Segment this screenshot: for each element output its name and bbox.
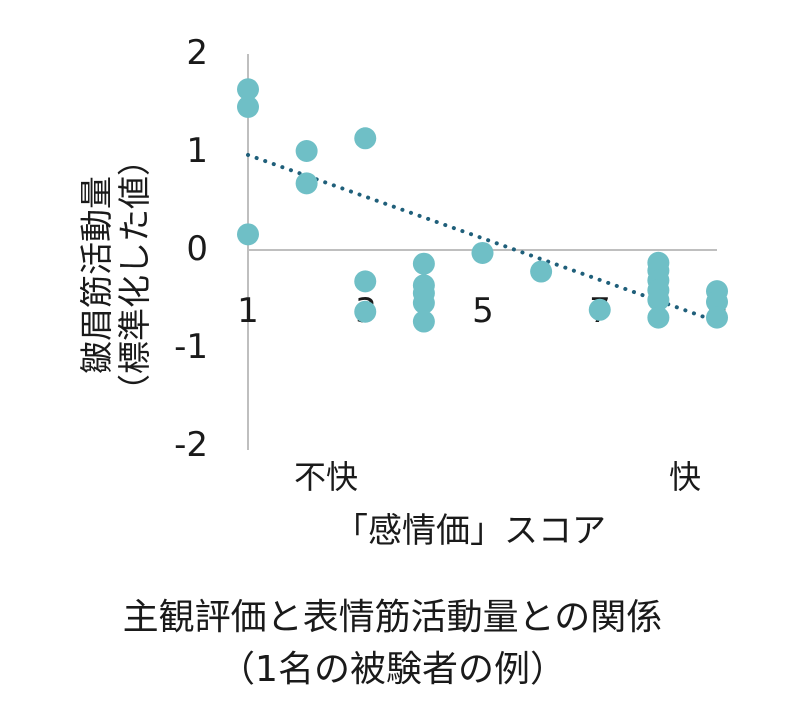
data-point (237, 95, 259, 118)
y-tick-labels: 2 1 0 -1 -2 (174, 33, 208, 465)
caption-title: 主観評価と表情筋活動量との関係 (122, 597, 663, 638)
data-point (354, 127, 377, 150)
data-point (237, 78, 259, 101)
data-point (647, 306, 670, 329)
data-point (295, 172, 318, 195)
data-point (354, 300, 377, 323)
data-point (588, 298, 611, 321)
x-end-label-right: 快 (669, 458, 701, 496)
data-point (706, 306, 728, 329)
y-tick-label: -2 (174, 425, 208, 465)
data-point (412, 291, 435, 314)
data-point (412, 252, 435, 275)
trendline (246, 152, 719, 324)
y-tick-label: 2 (186, 33, 208, 73)
data-point (471, 241, 494, 264)
data-point (530, 260, 553, 283)
y-tick-label: 1 (186, 131, 208, 171)
x-end-label-left: 不快 (294, 458, 358, 496)
y-tick-label: -1 (174, 327, 208, 367)
data-point (354, 270, 377, 293)
data-point (295, 140, 318, 163)
x-axis-label: 「感情価」スコア (334, 511, 606, 551)
caption-subtitle: （1名の被験者の例） (219, 649, 566, 690)
data-point (237, 223, 259, 246)
x-tick-label: 1 (237, 291, 259, 331)
y-axis-label: 皺眉筋活動量 （標準化した値） (77, 143, 154, 407)
data-points (237, 78, 728, 333)
scatter-chart: 2 1 0 -1 -2 1 3 5 7 9 皺眉筋活動量 （標準化した値） 不快… (77, 33, 728, 551)
data-point (706, 290, 728, 313)
y-axis-label-line1: 皺眉筋活動量 (77, 176, 116, 374)
y-axis-label-line2: （標準化した値） (115, 143, 154, 407)
x-tick-label: 5 (472, 291, 494, 331)
data-point (412, 310, 435, 333)
y-tick-label: 0 (186, 229, 208, 269)
data-point (647, 288, 670, 311)
